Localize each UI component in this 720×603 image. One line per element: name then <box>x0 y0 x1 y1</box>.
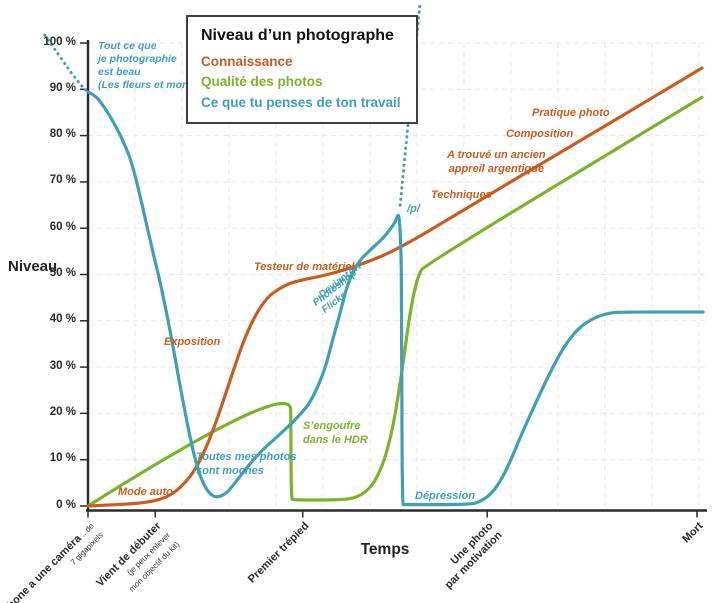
annotation-sengoufre-hdr: S’engoufre dans le HDR <box>303 420 368 446</box>
annotation-pratique-photo: Pratique photo <box>532 107 610 119</box>
legend-entry-qualite: Qualité des photos <box>201 74 323 90</box>
y-tick-label-10: 10 % <box>49 452 76 465</box>
annotation-testeur-de-materiel: Testeur de matériel <box>254 261 355 273</box>
y-tick-label-80: 80 % <box>49 128 76 141</box>
y-tick-label-60: 60 % <box>49 220 76 233</box>
annotation-composition: Composition <box>506 128 574 140</box>
legend-entry-connaissance: Connaissance <box>201 54 293 69</box>
series-qualite-line <box>86 95 704 508</box>
series-pensee-line <box>86 90 705 507</box>
y-tick-label-0: 0 % <box>56 498 76 511</box>
legend-entries: Connaissance Qualité des photos Ce que tu … <box>201 52 403 113</box>
y-tick-label-40: 40 % <box>49 313 76 326</box>
series-connaissance-line <box>86 66 704 508</box>
annotation-mode-auto: Mode auto <box>118 486 173 498</box>
legend: Niveau d’un photographe Connaissance Qual… <box>186 15 418 124</box>
annotation-techniques: Techniques <box>431 189 492 201</box>
y-tick-label-20: 20 % <box>49 405 76 418</box>
x-axis-title: Temps <box>360 541 410 558</box>
legend-entry-pensee: Ce que tu penses de ton travail <box>201 94 401 110</box>
annotation-exposition: Exposition <box>164 336 221 348</box>
annotation-ancien-argentique: A trouvé un ancien appreil argentique <box>447 149 546 175</box>
y-axis-title: Niveau <box>8 258 58 275</box>
legend-title: Niveau d’un photographe <box>201 27 394 44</box>
annotation-p-board: /p/ <box>407 203 420 215</box>
pensee-dotted-debut-line <box>43 33 89 93</box>
y-tick-label-70: 70 % <box>49 174 76 187</box>
y-tick-label-100: 100 % <box>43 35 76 48</box>
y-tick-label-90: 90 % <box>49 81 76 94</box>
y-tick-label-30: 30 % <box>49 359 76 372</box>
annotation-depression: Dépression <box>415 490 475 502</box>
annotation-toutes-mes-photos: Toutes mes photos sont moches <box>196 451 297 477</box>
y-tick-label-50: 50 % <box>49 267 76 279</box>
